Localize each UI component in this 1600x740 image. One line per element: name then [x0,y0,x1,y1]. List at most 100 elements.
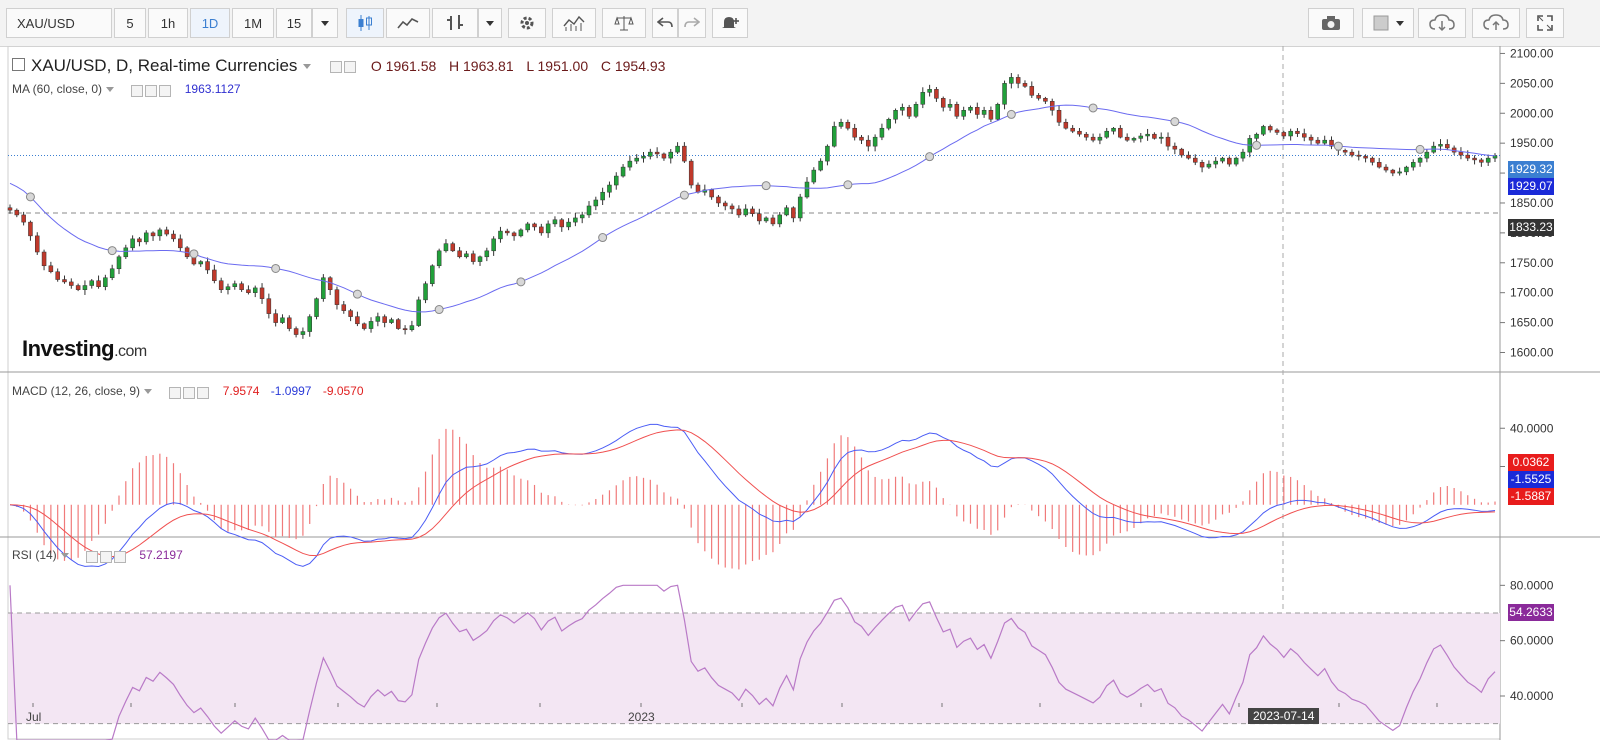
gear-icon[interactable] [344,61,357,74]
rsi-value: 57.2197 [139,548,183,562]
ma-marker [1006,109,1016,119]
candle [396,318,401,330]
ma-marker [516,277,526,287]
chart-canvas[interactable]: 1600.001650.001700.001750.001800.001850.… [0,46,1600,740]
bars-style-button[interactable] [432,8,478,38]
price-tick-label: 1700.00 [1510,286,1554,300]
close-icon[interactable] [114,550,127,563]
chevron-down-icon[interactable] [60,553,69,559]
interval-1m-button[interactable]: 1M [232,8,274,38]
eye-icon[interactable] [169,386,182,399]
load-layout-button[interactable] [1418,8,1466,38]
candle [709,188,714,200]
investing-logo: Investing.com [22,336,147,362]
legend-icons [330,57,358,77]
undo-button[interactable] [652,8,678,38]
collapse-icon[interactable] [12,58,25,72]
candle [239,281,244,292]
chevron-down-icon[interactable] [106,87,115,93]
candle [34,232,40,255]
candle [1152,132,1157,140]
ma-marker [107,246,117,256]
bell-plus-icon [722,17,739,28]
macd-signal-value: -9.0570 [322,384,364,398]
candles-style-button[interactable] [346,8,384,38]
candle [293,326,299,338]
price-tick-label: 2100.00 [1510,46,1554,60]
screenshot-button[interactable] [1308,8,1354,38]
ma-marker [1333,141,1343,151]
candle [1363,154,1368,163]
candle [327,276,333,296]
chart-style-dropdown[interactable] [478,8,502,38]
logo-main: Investing [22,336,115,361]
candle [1485,154,1491,166]
chevron-down-icon[interactable] [144,389,153,395]
candle [1261,124,1266,136]
interval-1d-button[interactable]: 1D [190,8,230,38]
redo-button[interactable] [678,8,706,38]
candle [1424,149,1430,163]
candle [1247,134,1253,158]
candle [1356,150,1362,161]
candle [321,274,326,302]
fullscreen-button[interactable] [1526,8,1564,38]
candle [498,226,503,243]
interval-5-button[interactable]: 5 [114,8,146,38]
candle [307,314,312,337]
close-icon[interactable] [159,84,172,97]
settings-button[interactable] [508,8,546,38]
eye-icon[interactable] [330,61,343,74]
background-color-button[interactable] [1362,8,1414,38]
candle [1165,132,1171,151]
alert-button[interactable] [712,8,748,38]
gear-icon[interactable] [100,550,113,563]
candle [511,231,517,241]
compare-button[interactable] [602,8,646,38]
chevron-down-icon[interactable] [303,64,312,70]
candle [232,280,238,290]
candle [968,105,973,114]
candle [954,101,960,119]
candle [1138,132,1144,143]
interval-15-button[interactable]: 15 [276,8,312,38]
gear-icon[interactable] [145,84,158,97]
candle [252,285,258,298]
candle [430,264,435,287]
line-style-button[interactable] [386,8,430,38]
symbol-search-input[interactable]: XAU/USD [6,8,112,38]
eye-icon[interactable] [86,550,99,563]
ma-marker [1170,117,1180,127]
rsi-tick-label: 80.0000 [1510,578,1554,592]
candle [1390,168,1396,177]
eye-icon[interactable] [131,84,144,97]
candle [1417,156,1423,167]
close-icon[interactable] [197,386,210,399]
candle [130,235,135,251]
candle [927,84,932,97]
last-price-tag: 1929.32 [1508,161,1554,178]
ohlc-open: O 1961.58 [370,58,437,74]
candle [1145,128,1150,141]
candle [1492,153,1498,162]
candle [41,249,47,271]
candle [1220,156,1225,164]
candle [116,254,122,275]
rsi-band-fill [8,612,1500,724]
interval-1h-button[interactable]: 1h [148,8,188,38]
candle [171,230,176,242]
indicators-button[interactable] [552,8,596,38]
candle [791,206,796,223]
candle [443,239,449,253]
candle [314,297,319,320]
candle [1431,141,1436,154]
ma-marker [434,305,444,315]
candle [838,118,844,129]
legend-icons [131,83,173,97]
ma-marker [761,181,771,191]
color-swatch-icon [1373,15,1389,31]
interval-label: 5 [126,15,134,31]
gear-icon[interactable] [183,386,196,399]
save-layout-button[interactable] [1472,8,1520,38]
interval-dropdown-button[interactable] [312,8,338,38]
